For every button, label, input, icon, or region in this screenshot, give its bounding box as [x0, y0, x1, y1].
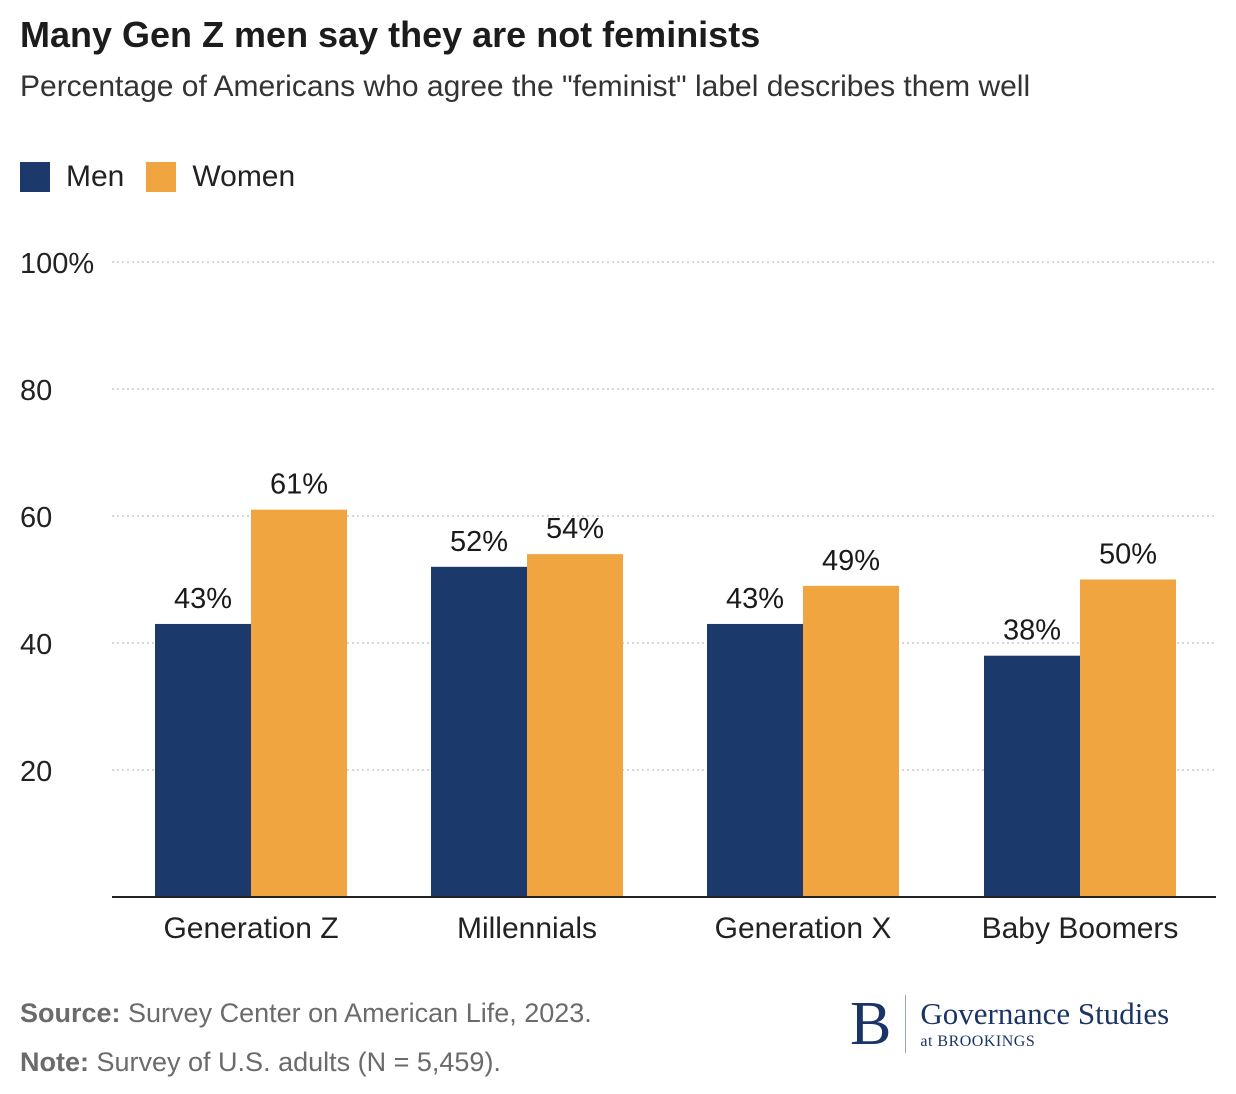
- bar-men-0: [155, 623, 251, 897]
- legend-swatch-women: [146, 162, 177, 192]
- bar-chart: 20 40 60 80 100% 43% 61% Generation Z 52% 54% Mill…: [20, 248, 1216, 945]
- logo-text: Governance Studies at BROOKINGS: [920, 995, 1170, 1051]
- data-label-women-3: 50%: [1099, 539, 1157, 571]
- source-line: Source: Survey Center on American Life, …: [20, 998, 592, 1029]
- x-tick-label-0: Generation Z: [163, 912, 338, 945]
- bar-women-3: [1080, 579, 1176, 897]
- data-label-men-3: 38%: [1003, 615, 1061, 647]
- chart-title: Many Gen Z men say they are not feminist…: [20, 14, 761, 55]
- bar-women-1: [527, 554, 623, 897]
- y-tick-label-20: 20: [20, 756, 52, 788]
- note-line: Note: Survey of U.S. adults (N = 5,459).: [20, 1047, 501, 1078]
- bar-women-0: [251, 509, 347, 897]
- x-tick-label-1: Millennials: [457, 912, 597, 945]
- legend-item-women: Women: [146, 160, 295, 194]
- y-tick-label-40: 40: [20, 629, 52, 661]
- source-text: Survey Center on American Life, 2023.: [120, 998, 592, 1028]
- note-text: Survey of U.S. adults (N = 5,459).: [89, 1047, 501, 1077]
- x-tick-label-2: Generation X: [715, 912, 892, 945]
- x-tick-label-3: Baby Boomers: [982, 912, 1179, 945]
- legend: Men Women: [20, 160, 317, 194]
- data-label-women-2: 49%: [822, 545, 880, 577]
- legend-swatch-men: [20, 162, 50, 192]
- brookings-logo: B Governance Studies at BROOKINGS: [850, 992, 1169, 1056]
- logo-divider: [905, 995, 907, 1053]
- data-label-women-0: 61%: [270, 469, 328, 501]
- logo-line-brookings: at BROOKINGS: [920, 1033, 1036, 1051]
- data-label-women-1: 54%: [546, 513, 604, 545]
- brookings-b-logo: B: [850, 990, 892, 1058]
- logo-line-governance: Governance Studies: [920, 995, 1170, 1031]
- bar-men-1: [431, 566, 527, 897]
- legend-item-men: Men: [20, 160, 124, 194]
- source-label: Source:: [20, 998, 121, 1028]
- bar-men-2: [707, 623, 803, 897]
- data-label-men-1: 52%: [450, 526, 508, 558]
- legend-label-women: Women: [192, 160, 296, 193]
- bar-women-2: [803, 585, 899, 897]
- y-tick-label-80: 80: [20, 375, 52, 407]
- legend-label-men: Men: [66, 160, 125, 193]
- y-tick-label-60: 60: [20, 502, 52, 534]
- data-label-men-0: 43%: [174, 583, 232, 615]
- y-tick-label-100: 100%: [20, 248, 94, 280]
- chart-subtitle: Percentage of Americans who agree the "f…: [20, 70, 1031, 103]
- note-label: Note:: [20, 1047, 89, 1077]
- bar-men-3: [984, 655, 1080, 897]
- data-label-men-2: 43%: [726, 583, 784, 615]
